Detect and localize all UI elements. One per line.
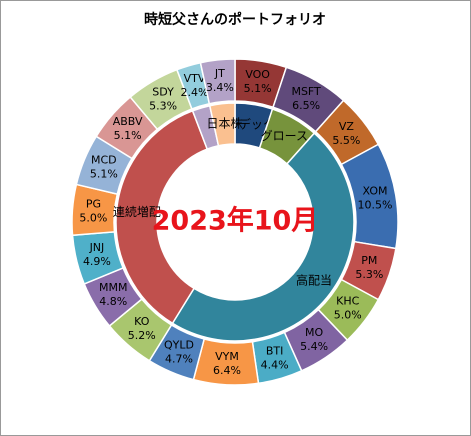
slice-value-label: 3.4%: [206, 81, 234, 94]
slice-label: BTI: [266, 344, 284, 357]
slice-value-label: 5.0%: [79, 211, 107, 224]
slice-label: グロース: [261, 129, 308, 143]
slice-label: VOO: [245, 68, 270, 81]
slice-value-label: 5.3%: [355, 268, 383, 281]
slice-value-label: 5.3%: [149, 100, 177, 113]
slice-label: JNJ: [89, 241, 105, 254]
slice-value-label: 6.5%: [292, 99, 320, 112]
slice-value-label: 5.1%: [90, 168, 118, 181]
slice-label: VYM: [215, 350, 239, 363]
slice-value-label: 5.4%: [300, 340, 328, 353]
slice-label: KO: [134, 315, 150, 328]
slice-value-label: 4.4%: [261, 358, 289, 371]
slice-value-label: 4.8%: [99, 295, 127, 308]
donut-slice: [115, 109, 209, 325]
donut-slice: [208, 102, 236, 147]
slice-label: KHC: [336, 294, 359, 307]
slice-label: JT: [214, 67, 225, 80]
slice-value-label: 2.4%: [181, 86, 209, 99]
slice-value-label: 4.7%: [165, 352, 193, 365]
slice-label: MCD: [91, 154, 117, 167]
chart-title: 時短父さんのポートフォリオ: [144, 11, 326, 28]
slice-value-label: 5.2%: [128, 329, 156, 342]
slice-label: XOM: [363, 184, 388, 197]
slice-value-label: 10.5%: [358, 198, 393, 211]
center-text: 2023年10月: [152, 205, 319, 237]
slice-value-label: 4.9%: [83, 255, 111, 268]
slice-label: PG: [86, 197, 101, 210]
slice-label: QYLD: [164, 338, 194, 351]
slice-label: MMM: [99, 281, 127, 294]
donut-slice: [171, 132, 355, 342]
slice-label: PM: [361, 254, 377, 267]
slice-label: SDY: [152, 86, 174, 99]
donut-slice: [199, 58, 236, 105]
slice-label: 連続増配: [113, 205, 161, 219]
slice-value-label: 5.5%: [332, 134, 360, 147]
slice-label: 日本株: [206, 116, 242, 131]
slice-label: ABBV: [113, 115, 143, 128]
slice-value-label: 5.0%: [334, 308, 362, 321]
slice-label: MO: [305, 326, 323, 339]
slice-value-label: 5.1%: [244, 82, 272, 95]
slice-label: VTV: [184, 72, 206, 85]
slice-value-label: 5.1%: [114, 129, 142, 142]
slice-value-label: 6.4%: [213, 364, 241, 377]
slice-label: MSFT: [291, 85, 321, 98]
slice-label: 高配当: [296, 272, 332, 287]
slice-label: VZ: [339, 120, 355, 133]
